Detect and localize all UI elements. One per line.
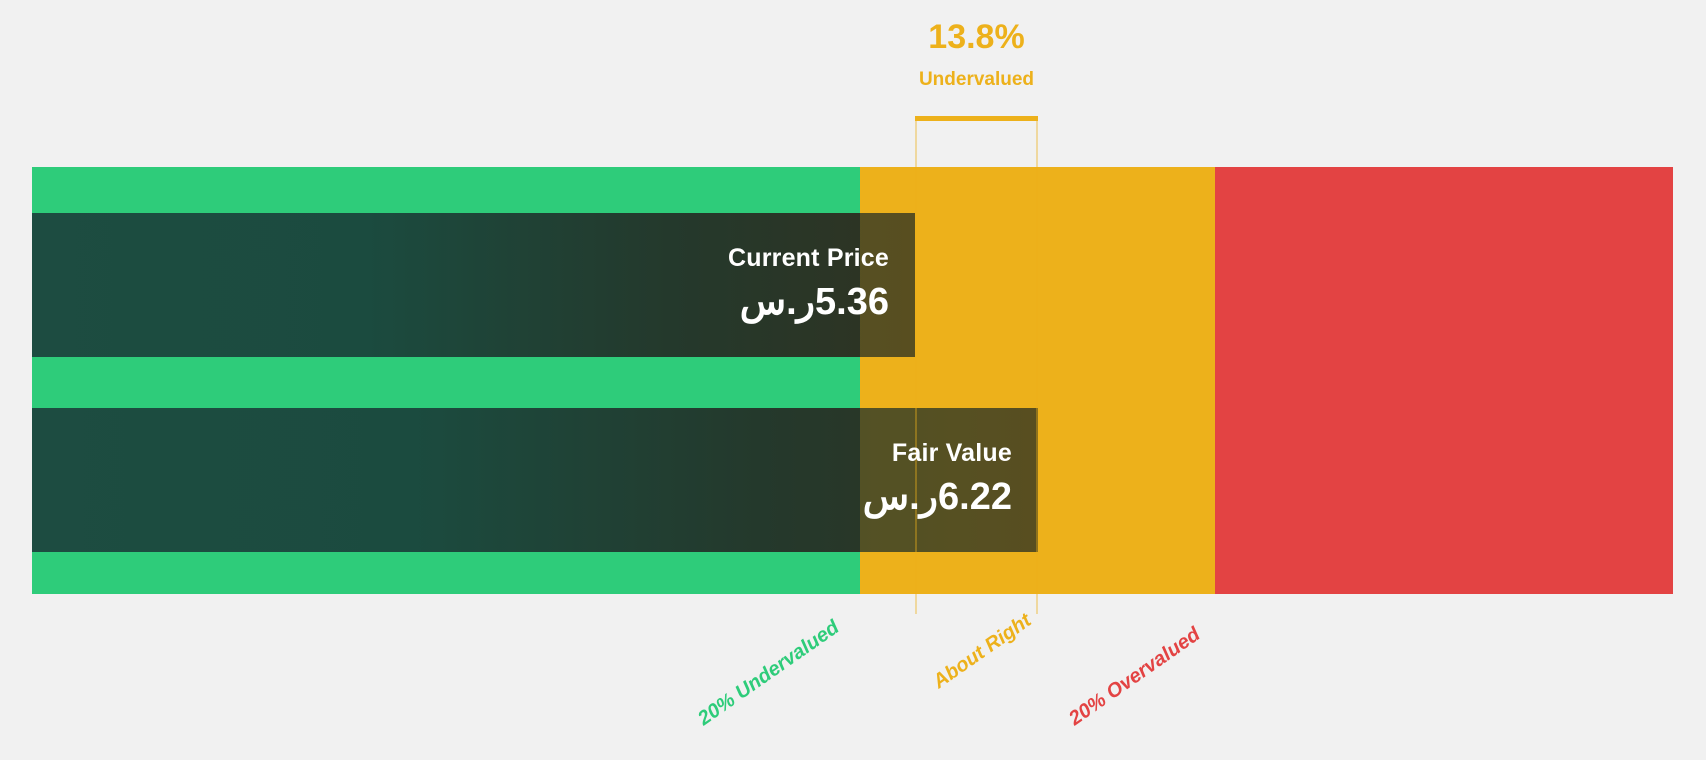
callout-bracket-bar: [915, 116, 1038, 121]
axis-tick-undervalued: 20% Undervalued: [694, 616, 844, 731]
band-overvalued: [1215, 167, 1673, 594]
axis-tick-about-right: About Right: [929, 609, 1036, 694]
bar-current-price-label: Current Price: [728, 243, 889, 272]
callout-status: Undervalued: [918, 69, 1035, 90]
callout-bracket-leg-left: [915, 121, 917, 614]
bar-fair-value[interactable]: Fair Value 6.22ر.س: [32, 408, 1038, 552]
bar-current-price[interactable]: Current Price 5.36ر.س: [32, 213, 915, 357]
callout-bracket-leg-right: [1036, 121, 1038, 614]
callout-percent: 13.8%: [928, 18, 1025, 56]
bar-fair-value-value: 6.22ر.س: [862, 476, 1012, 519]
bar-current-price-value: 5.36ر.س: [739, 281, 889, 324]
bar-fair-value-label: Fair Value: [891, 438, 1012, 467]
axis-tick-overvalued: 20% Overvalued: [1065, 623, 1205, 731]
